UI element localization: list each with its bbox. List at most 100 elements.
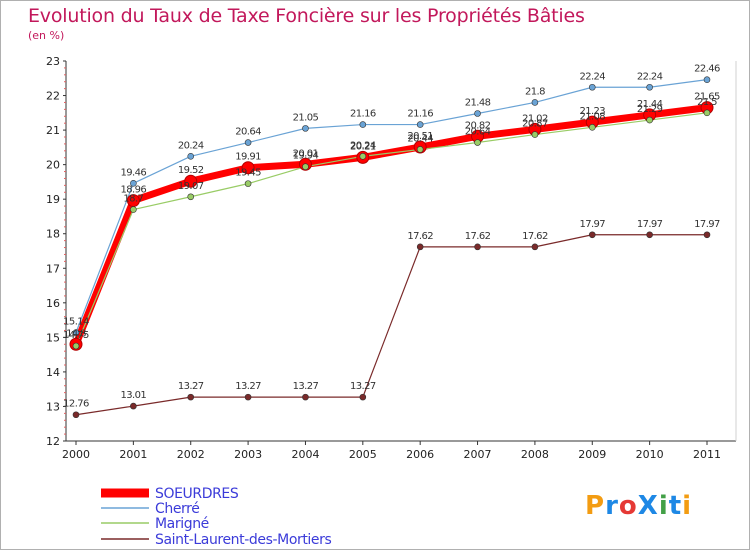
- data-label-saint-laurent-des-mortiers: 13.27: [293, 381, 319, 392]
- x-tick-label: 2001: [119, 448, 147, 461]
- data-point-marigne: [531, 131, 539, 138]
- x-tick-label: 2006: [406, 448, 434, 461]
- logo-letter: o: [618, 491, 638, 521]
- logo-letter: t: [668, 491, 683, 521]
- data-point-saint-laurent-des-mortiers: [359, 393, 367, 401]
- y-tick-label: 15: [46, 331, 60, 344]
- data-point-saint-laurent-des-mortiers: [244, 393, 252, 401]
- series-line-saint-laurent-des-mortiers: [75, 234, 707, 416]
- y-tick-label: 16: [46, 297, 60, 310]
- data-point-cherre: [302, 125, 309, 132]
- data-label-cherre: 15.14: [63, 317, 89, 328]
- data-point-cherre: [416, 121, 424, 128]
- legend-label-marigne: Marigné: [155, 516, 209, 532]
- data-label-soeurdres: 21.65: [694, 92, 720, 103]
- y-tick-label: 17: [46, 262, 60, 275]
- x-tick-label: 2007: [464, 448, 492, 461]
- data-point-cherre: [72, 329, 80, 336]
- data-label-soeurdres: 21.02: [522, 113, 548, 124]
- data-point-saint-laurent-des-mortiers: [416, 243, 424, 251]
- data-label-soeurdres: 19.91: [235, 152, 261, 163]
- data-label-marigne: 21.29: [637, 104, 663, 115]
- data-point-cherre: [359, 121, 367, 128]
- data-point-marigne: [187, 193, 195, 201]
- data-point-soeurdres: [184, 174, 198, 188]
- data-label-cherre: 21.16: [350, 109, 376, 120]
- data-label-cherre: 20.24: [178, 140, 204, 151]
- data-point-saint-laurent-des-mortiers: [474, 243, 481, 251]
- legend-label-saint-laurent-des-mortiers: Saint-Laurent-des-Mortiers: [155, 532, 331, 548]
- data-label-saint-laurent-des-mortiers: 17.97: [694, 219, 720, 230]
- data-point-saint-laurent-des-mortiers: [187, 393, 195, 401]
- legend-label-cherre: Cherré: [155, 501, 199, 517]
- data-label-saint-laurent-des-mortiers: 17.62: [407, 231, 433, 242]
- y-tick-label: 23: [46, 55, 60, 68]
- data-label-marigne: 20.44: [407, 133, 433, 144]
- data-point-marigne: [416, 146, 424, 153]
- chart-title: Evolution du Taux de Taxe Foncière sur l…: [28, 5, 585, 27]
- data-label-cherre: 21.48: [465, 98, 491, 109]
- logo-letter: X: [637, 491, 659, 521]
- data-point-saint-laurent-des-mortiers: [531, 243, 539, 251]
- chart-subtitle: (en %): [28, 29, 65, 42]
- data-label-saint-laurent-des-mortiers: 13.01: [121, 390, 147, 401]
- y-tick-label: 22: [46, 90, 60, 103]
- data-label-marigne: 20.87: [522, 119, 548, 130]
- data-label-saint-laurent-des-mortiers: 13.27: [235, 381, 261, 392]
- data-point-marigne: [703, 109, 711, 117]
- data-label-marigne: 18.7: [123, 194, 143, 205]
- logo-letter: r: [605, 491, 619, 521]
- series-line-cherre: [75, 79, 708, 333]
- data-label-marigne: 20.64: [465, 127, 491, 138]
- data-label-marigne: 21.08: [579, 111, 605, 122]
- proxiti-logo: ProXiti: [585, 491, 692, 521]
- data-label-soeurdres: 20.82: [465, 120, 491, 131]
- x-tick-label: 2000: [62, 448, 90, 461]
- series-line-soeurdres: [72, 104, 708, 346]
- data-label-soeurdres: 19.52: [178, 165, 204, 176]
- data-label-soeurdres: 21.23: [579, 106, 605, 117]
- data-point-saint-laurent-des-mortiers: [646, 231, 653, 239]
- data-point-marigne: [588, 124, 596, 131]
- data-label-soeurdres: 18.96: [121, 185, 147, 196]
- data-label-saint-laurent-des-mortiers: 17.62: [522, 231, 548, 242]
- data-label-cherre: 21.05: [293, 112, 319, 123]
- y-tick-label: 21: [46, 124, 60, 137]
- data-label-cherre: 22.46: [694, 64, 720, 75]
- series-line-marigne: [75, 112, 708, 347]
- data-point-marigne: [244, 180, 252, 187]
- logo-letter: i: [658, 491, 669, 521]
- data-label-cherre: 19.46: [121, 167, 147, 178]
- x-tick-label: 2005: [349, 448, 377, 461]
- data-label-soeurdres: 14.8: [66, 328, 86, 339]
- data-point-marigne: [302, 163, 309, 171]
- data-point-cherre: [187, 153, 195, 160]
- y-tick-label: 20: [46, 159, 60, 172]
- y-tick-label: 13: [46, 400, 60, 413]
- y-tick-label: 19: [46, 193, 60, 206]
- data-point-saint-laurent-des-mortiers: [302, 393, 309, 401]
- y-tick-label: 12: [46, 435, 60, 448]
- x-tick-label: 2011: [693, 448, 721, 461]
- data-label-soeurdres: 20.01: [293, 148, 319, 159]
- data-label-cherre: 22.24: [579, 71, 605, 82]
- x-tick-label: 2003: [234, 448, 262, 461]
- data-point-cherre: [588, 83, 596, 91]
- data-label-soeurdres: 20.21: [350, 141, 376, 152]
- data-point-cherre: [130, 179, 137, 187]
- legend-label-soeurdres: SOEURDRES: [155, 486, 239, 502]
- data-label-marigne: 19.07: [178, 181, 204, 192]
- x-tick-label: 2010: [636, 448, 664, 461]
- data-label-marigne: 19.45: [235, 168, 261, 179]
- data-point-cherre: [244, 139, 252, 146]
- logo-letter: i: [682, 491, 693, 521]
- data-label-soeurdres: 20.51: [407, 131, 433, 142]
- data-label-cherre: 21.8: [525, 86, 545, 97]
- data-point-saint-laurent-des-mortiers: [130, 402, 137, 410]
- data-label-cherre: 20.64: [235, 127, 261, 138]
- y-tick-label: 18: [46, 228, 60, 241]
- data-point-marigne: [359, 153, 367, 160]
- data-point-cherre: [646, 83, 653, 91]
